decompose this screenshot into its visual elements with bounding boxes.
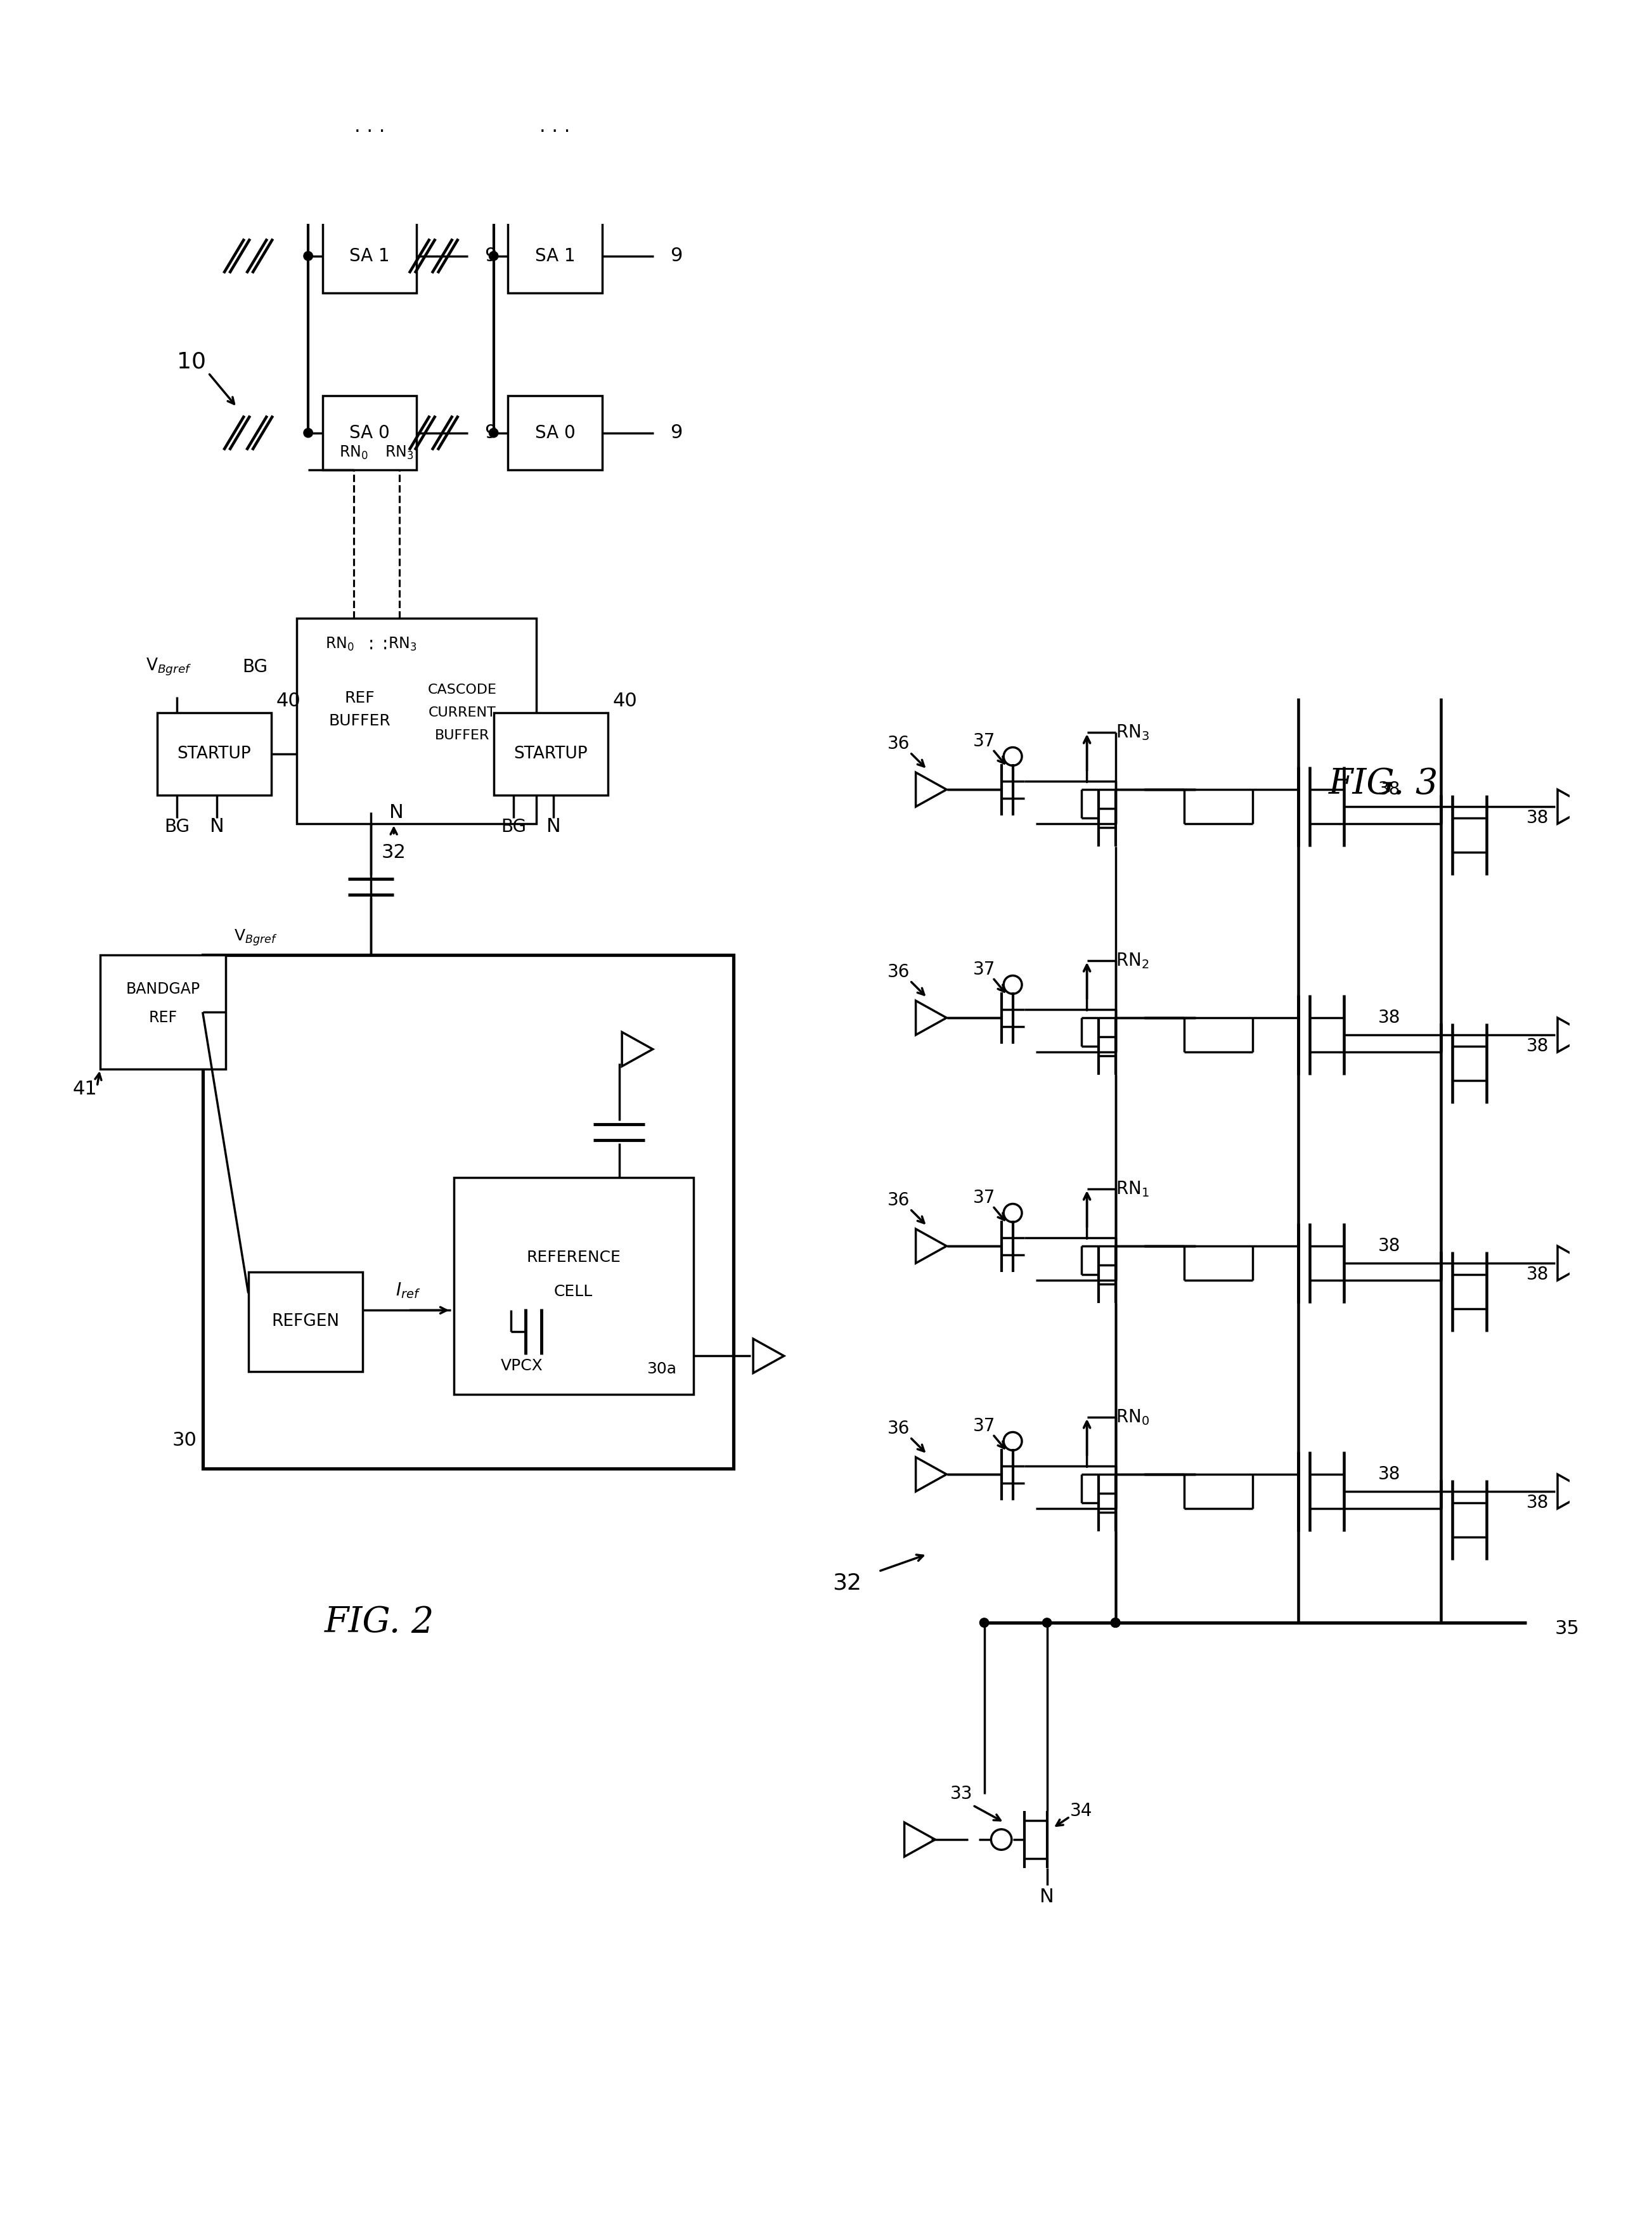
Circle shape: [1110, 1619, 1120, 1628]
Circle shape: [304, 428, 312, 437]
Text: 9: 9: [671, 246, 682, 264]
Text: RN$_2$: RN$_2$: [1115, 952, 1150, 969]
Text: 38: 38: [1526, 1265, 1550, 1283]
Text: 30: 30: [172, 1431, 197, 1449]
Text: $I_{ref}$: $I_{ref}$: [395, 1281, 421, 1299]
Text: STARTUP: STARTUP: [514, 746, 588, 761]
Bar: [507, 396, 601, 470]
Text: 37: 37: [973, 732, 996, 750]
Text: 38: 38: [1526, 808, 1550, 826]
Text: SA 1: SA 1: [349, 246, 390, 264]
Text: 33: 33: [950, 1784, 973, 1802]
Text: N: N: [390, 804, 403, 822]
Text: 41: 41: [73, 1079, 97, 1099]
Bar: [454, 1178, 694, 1395]
Text: RN$_3$: RN$_3$: [1115, 723, 1150, 741]
Text: 38: 38: [1526, 1493, 1550, 1511]
Text: RN$_1$: RN$_1$: [1115, 1180, 1150, 1198]
Text: REFERENCE: REFERENCE: [527, 1249, 621, 1265]
Text: :: :: [368, 636, 373, 654]
Text: :: :: [382, 636, 388, 654]
Text: 38: 38: [1378, 1010, 1401, 1028]
Text: V$_{Bgref}$: V$_{Bgref}$: [145, 656, 192, 676]
Circle shape: [489, 251, 499, 260]
Text: SA 0: SA 0: [349, 423, 390, 441]
Circle shape: [980, 1619, 990, 1628]
Text: N: N: [547, 817, 560, 835]
Text: 35: 35: [1555, 1619, 1579, 1637]
Text: 38: 38: [1378, 1238, 1401, 1254]
Circle shape: [489, 428, 499, 437]
Text: 32: 32: [382, 844, 406, 862]
Circle shape: [1110, 1619, 1120, 1628]
Text: BUFFER: BUFFER: [329, 714, 390, 728]
Text: 40: 40: [613, 692, 638, 710]
Text: RN$_0$: RN$_0$: [325, 636, 354, 652]
Bar: [101, 956, 225, 1070]
Text: V$_{Bgref}$: V$_{Bgref}$: [235, 929, 278, 947]
Text: 38: 38: [1526, 1037, 1550, 1055]
Text: · · ·: · · ·: [354, 123, 385, 141]
Text: BUFFER: BUFFER: [434, 730, 489, 741]
Text: 37: 37: [973, 1189, 996, 1207]
Bar: [322, 0, 416, 9]
Text: SA 0: SA 0: [535, 423, 575, 441]
Text: CASCODE: CASCODE: [428, 683, 497, 696]
Text: 10: 10: [177, 352, 206, 372]
Text: RN$_0$: RN$_0$: [1115, 1408, 1150, 1426]
Text: 36: 36: [887, 963, 910, 981]
Text: 36: 36: [887, 1420, 910, 1437]
Text: 36: 36: [887, 1191, 910, 1209]
Text: FIG. 2: FIG. 2: [324, 1605, 434, 1639]
Bar: [157, 712, 271, 795]
Text: 38: 38: [1378, 781, 1401, 799]
Text: 37: 37: [973, 961, 996, 978]
Text: RN$_3$: RN$_3$: [388, 636, 416, 652]
Text: CELL: CELL: [553, 1285, 593, 1299]
Bar: [203, 956, 733, 1469]
Text: RN$_3$: RN$_3$: [385, 446, 415, 461]
Text: · · ·: · · ·: [540, 123, 570, 141]
Text: 34: 34: [1070, 1802, 1092, 1820]
Bar: [494, 712, 608, 795]
Text: REF: REF: [149, 1010, 177, 1025]
Text: 38: 38: [1378, 1467, 1401, 1482]
Text: 9: 9: [671, 423, 682, 441]
Text: N: N: [1039, 1887, 1054, 1905]
Text: 9: 9: [484, 423, 497, 441]
Text: 9: 9: [484, 246, 497, 264]
Text: BG: BG: [501, 817, 527, 835]
Text: BG: BG: [243, 658, 268, 676]
Text: REF: REF: [344, 690, 375, 705]
Circle shape: [304, 251, 312, 260]
Text: CURRENT: CURRENT: [428, 705, 496, 719]
Text: 30a: 30a: [646, 1361, 676, 1377]
Bar: [322, 219, 416, 293]
Circle shape: [1110, 1619, 1120, 1628]
Text: SA 1: SA 1: [535, 246, 575, 264]
Bar: [507, 0, 601, 9]
Text: BANDGAP: BANDGAP: [126, 981, 200, 996]
Text: N: N: [210, 817, 225, 835]
Text: REFGEN: REFGEN: [271, 1314, 339, 1330]
Bar: [297, 618, 537, 824]
Text: 32: 32: [833, 1572, 862, 1594]
Circle shape: [1110, 1619, 1120, 1628]
Bar: [322, 396, 416, 470]
Bar: [507, 219, 601, 293]
Circle shape: [1042, 1619, 1052, 1628]
Text: 36: 36: [887, 734, 910, 752]
Text: VPCX: VPCX: [501, 1359, 544, 1373]
Text: BG: BG: [164, 817, 190, 835]
Text: RN$_0$: RN$_0$: [339, 446, 368, 461]
Text: 37: 37: [973, 1417, 996, 1435]
Text: 40: 40: [276, 692, 301, 710]
Text: STARTUP: STARTUP: [177, 746, 251, 761]
Text: FIG. 3: FIG. 3: [1328, 766, 1439, 802]
Bar: [248, 1272, 362, 1373]
